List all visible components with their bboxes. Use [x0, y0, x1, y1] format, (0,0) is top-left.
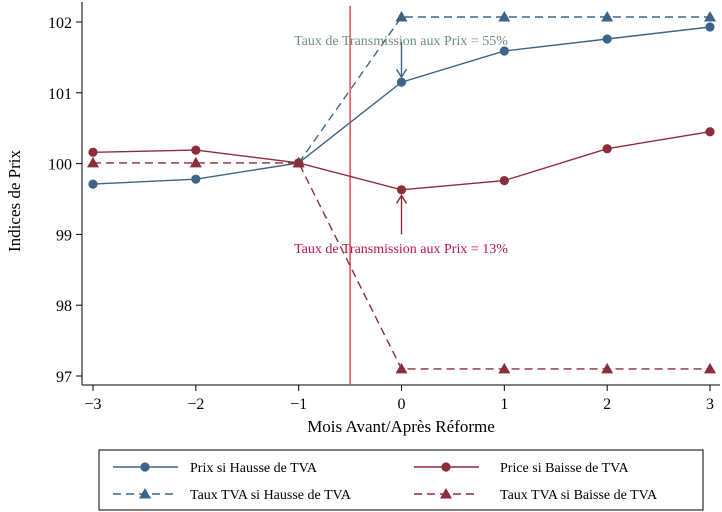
y-tick-label: 101: [48, 86, 72, 103]
data-point: [191, 174, 201, 184]
series-4: [87, 156, 716, 374]
legend-item-1: Prix si Hausse de TVA: [113, 461, 318, 476]
data-point: [88, 147, 98, 157]
data-point: [498, 362, 511, 374]
annotations-group: Taux de Transmission aux Prix = 55% Taux …: [294, 34, 508, 257]
data-point: [705, 127, 715, 137]
data-point: [704, 11, 716, 22]
data-point: [87, 156, 99, 168]
x-tick-label: −2: [187, 396, 204, 413]
legend-label: Price si Baisse de TVA: [500, 461, 629, 476]
x-tick-label: −1: [290, 396, 307, 413]
data-point: [189, 156, 202, 168]
data-point: [395, 362, 408, 374]
data-point: [601, 11, 614, 22]
data-point: [191, 145, 201, 155]
data-point: [602, 34, 612, 44]
legend-label: Taux TVA si Hausse de TVA: [190, 488, 352, 503]
data-point: [602, 144, 612, 154]
legend-label: Prix si Hausse de TVA: [190, 461, 318, 476]
x-tick-label: −3: [84, 396, 101, 413]
legend-box: [98, 449, 704, 511]
data-point: [499, 46, 509, 56]
legend-label: Taux TVA si Baisse de TVA: [500, 488, 658, 503]
y-tick-label: 97: [56, 369, 72, 386]
annotation-arrowhead-2: [395, 194, 408, 204]
series-group: [87, 11, 716, 374]
data-point: [292, 156, 305, 168]
legend-marker: [139, 488, 151, 499]
x-tick-label: 3: [706, 396, 714, 413]
legend-item-2: Price si Baisse de TVA: [414, 461, 629, 476]
legend-marker: [441, 462, 451, 472]
x-tick-label: 1: [500, 396, 508, 413]
y-tick-label: 98: [56, 298, 72, 315]
y-tick-label: 102: [48, 15, 72, 32]
data-point: [395, 11, 408, 22]
x-tick-label: 2: [603, 396, 611, 413]
x-axis-label: Mois Avant/Après Réforme: [307, 417, 495, 436]
annotation-text-2: Taux de Transmission aux Prix = 13%: [294, 242, 508, 257]
y-axis-label: Indices de Prix: [5, 150, 24, 252]
data-point: [704, 362, 716, 374]
y-tick-label: 100: [48, 157, 72, 174]
legend-marker: [140, 462, 150, 472]
data-point: [396, 77, 407, 87]
data-point: [601, 362, 614, 374]
y-tick-label: 99: [56, 227, 72, 244]
x-tick-label: 0: [398, 396, 406, 413]
data-point: [498, 11, 511, 22]
data-point: [396, 185, 407, 195]
data-point: [499, 175, 509, 186]
series-2: [88, 127, 715, 195]
data-point: [705, 22, 715, 32]
axes: 97 98 99 100 101 102 −3 −2 −1 0 1 2 3: [48, 2, 720, 413]
legend-item-4: Taux TVA si Baisse de TVA: [414, 488, 658, 503]
series-line: [298, 16, 710, 164]
legend-item-3: Taux TVA si Hausse de TVA: [113, 488, 352, 503]
annotation-arrowhead-1: [395, 68, 408, 79]
legend-marker: [440, 488, 452, 499]
legend: Prix si Hausse de TVA Price si Baisse de …: [98, 449, 704, 511]
annotation-text-1: Taux de Transmission aux Prix = 55%: [294, 34, 508, 49]
data-point: [88, 179, 98, 189]
series-line: [92, 131, 711, 191]
